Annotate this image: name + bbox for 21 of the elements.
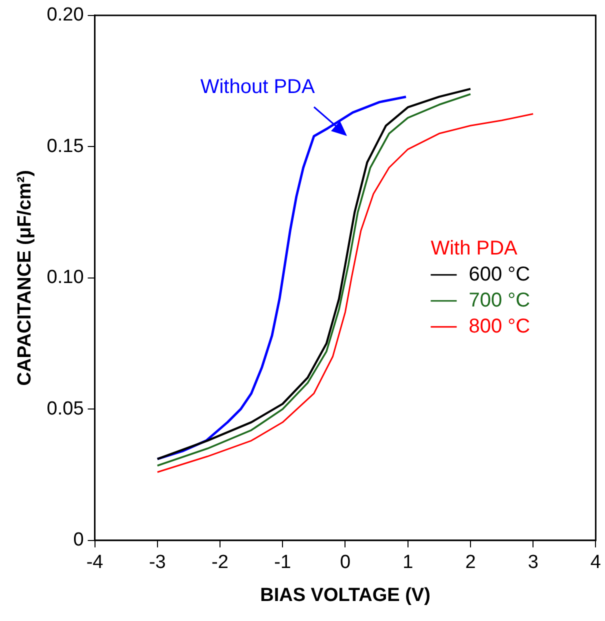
x-tick-label: -1 <box>274 552 292 574</box>
y-tick-label: 0.20 <box>46 4 84 26</box>
annotation: Without PDA <box>200 76 316 98</box>
y-tick-label: 0.10 <box>46 267 84 288</box>
x-tick-label: 1 <box>402 552 414 574</box>
x-tick-label: -2 <box>212 552 228 574</box>
x-tick-label: 3 <box>528 552 538 574</box>
legend-label: 700 °C <box>468 289 530 312</box>
y-tick-label: 0 <box>73 530 84 551</box>
legend-title: With PDA <box>430 237 518 260</box>
y-tick-label: 0.15 <box>46 136 84 157</box>
x-tick-label: -4 <box>86 552 104 574</box>
x-tick-label: 0 <box>340 552 351 574</box>
legend-label: 600 °C <box>468 263 530 286</box>
x-tick-label: 4 <box>590 552 602 574</box>
y-axis-title: CAPACITANCE (μF/cm²) <box>14 170 36 386</box>
y-tick-label: 0.05 <box>46 398 84 420</box>
x-axis-title: BIAS VOLTAGE (V) <box>260 584 430 606</box>
legend-label: 800 °C <box>468 315 530 338</box>
x-tick-label: 2 <box>465 552 476 574</box>
x-tick-label: -3 <box>148 552 166 574</box>
